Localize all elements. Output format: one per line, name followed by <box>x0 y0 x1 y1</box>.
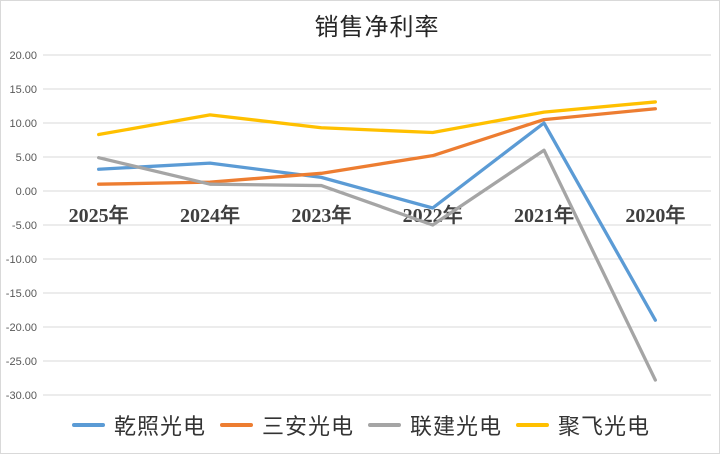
legend-marker-icon <box>368 423 401 427</box>
y-tick-label: -10.00 <box>6 254 37 266</box>
series-line-1 <box>97 107 657 186</box>
y-tick-label: 15.00 <box>9 84 37 96</box>
chart-title: 销售净利率 <box>314 15 440 41</box>
legend-item-1: 三安光电 <box>219 409 354 441</box>
plot-area: 20.00 15.00 10.00 5.00 0.00 -5.00 -10.00 -15.00… <box>6 50 711 401</box>
x-axis-tick-labels: 2025年 2024年 2023年 2022年 2021年 2020年 <box>69 203 686 227</box>
y-tick-label: -5.00 <box>12 220 37 232</box>
y-tick-label: 20.00 <box>9 50 37 62</box>
y-tick-label: -15.00 <box>6 288 37 300</box>
series-line-3 <box>97 100 657 137</box>
y-tick-label: -25.00 <box>6 356 37 368</box>
legend-item-2: 联建光电 <box>368 409 502 441</box>
chart-legend: 乾照光电 三安光电 联建光电 聚飞光电 <box>1 403 719 447</box>
x-tick-label: 2025年 <box>69 203 129 227</box>
y-axis-tick-labels: 20.00 15.00 10.00 5.00 0.00 -5.00 -10.00 -15.00… <box>6 50 37 401</box>
x-tick-label: 2021年 <box>514 203 574 227</box>
legend-item-0: 乾照光电 <box>71 409 206 441</box>
legend-marker-icon <box>219 423 253 427</box>
y-tick-label: -30.00 <box>6 390 37 401</box>
legend-label: 乾照光电 <box>113 414 206 439</box>
legend-marker-icon <box>516 423 550 427</box>
series-line-2 <box>97 148 657 382</box>
y-tick-label: 0.00 <box>16 186 37 198</box>
legend-item-3: 聚飞光电 <box>516 409 650 441</box>
y-tick-label: 5.00 <box>16 152 37 164</box>
x-tick-label: 2020年 <box>625 203 685 227</box>
legend-label: 三安光电 <box>261 414 354 439</box>
legend-marker-icon <box>71 423 105 427</box>
y-tick-label: -20.00 <box>6 322 37 334</box>
legend-label: 聚飞光电 <box>558 414 651 439</box>
y-tick-label: 10.00 <box>9 118 37 130</box>
x-tick-label: 2023年 <box>291 203 351 227</box>
x-tick-label: 2024年 <box>180 203 240 227</box>
legend-label: 联建光电 <box>410 414 503 439</box>
gridlines <box>43 54 711 396</box>
series-line-0 <box>97 121 657 322</box>
